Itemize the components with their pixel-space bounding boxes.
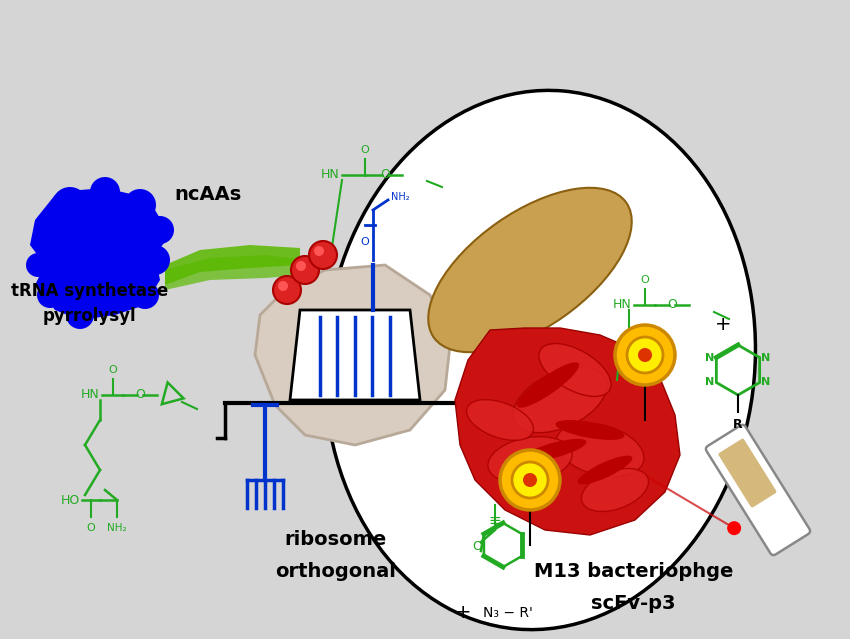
- Text: HN: HN: [321, 169, 340, 181]
- FancyBboxPatch shape: [706, 425, 810, 555]
- Ellipse shape: [428, 188, 632, 352]
- Circle shape: [314, 246, 324, 256]
- Circle shape: [296, 261, 306, 271]
- Ellipse shape: [578, 456, 632, 484]
- Circle shape: [146, 216, 174, 244]
- Circle shape: [638, 348, 652, 362]
- Circle shape: [131, 281, 159, 309]
- Text: ribosome: ribosome: [285, 530, 387, 550]
- Circle shape: [140, 245, 170, 275]
- Circle shape: [26, 253, 50, 277]
- Ellipse shape: [539, 344, 611, 396]
- Ellipse shape: [556, 420, 625, 440]
- Text: O: O: [667, 298, 677, 311]
- Text: O: O: [135, 389, 145, 401]
- Text: O: O: [109, 365, 117, 375]
- Text: O: O: [641, 275, 649, 285]
- Circle shape: [727, 521, 741, 535]
- Ellipse shape: [467, 399, 534, 440]
- Text: HO: HO: [60, 493, 80, 507]
- Text: O: O: [472, 541, 482, 553]
- Text: tRNA synthetase: tRNA synthetase: [10, 282, 167, 300]
- Ellipse shape: [513, 367, 607, 433]
- Polygon shape: [255, 265, 450, 445]
- PathPatch shape: [30, 188, 170, 320]
- Polygon shape: [165, 245, 300, 285]
- Text: ≡: ≡: [489, 512, 501, 528]
- Text: O: O: [87, 523, 95, 533]
- Text: NH₂: NH₂: [107, 523, 127, 533]
- Text: N: N: [762, 377, 771, 387]
- Text: R: R: [734, 418, 743, 431]
- Text: pyrrolysyl: pyrrolysyl: [42, 307, 136, 325]
- Circle shape: [615, 325, 675, 385]
- Text: N: N: [706, 353, 715, 363]
- Text: N₃ − R': N₃ − R': [483, 606, 533, 620]
- Circle shape: [291, 256, 319, 284]
- Text: N: N: [762, 353, 771, 363]
- Text: HN: HN: [82, 389, 100, 401]
- Circle shape: [523, 473, 537, 487]
- Ellipse shape: [524, 439, 586, 461]
- Circle shape: [278, 281, 288, 291]
- Text: ncAAs: ncAAs: [174, 185, 242, 204]
- Circle shape: [124, 189, 156, 221]
- Polygon shape: [455, 328, 680, 535]
- Circle shape: [35, 222, 61, 248]
- Circle shape: [66, 301, 94, 329]
- Ellipse shape: [488, 436, 572, 483]
- Circle shape: [627, 337, 663, 373]
- Polygon shape: [548, 235, 615, 302]
- Circle shape: [37, 282, 63, 308]
- Text: orthogonal: orthogonal: [275, 562, 396, 581]
- Circle shape: [273, 276, 301, 304]
- Ellipse shape: [517, 362, 579, 408]
- Circle shape: [90, 177, 120, 207]
- Polygon shape: [290, 310, 420, 400]
- Text: +: +: [455, 603, 471, 622]
- FancyBboxPatch shape: [718, 438, 776, 507]
- Text: +: +: [715, 316, 731, 334]
- Text: scFv-p3: scFv-p3: [591, 594, 676, 613]
- Circle shape: [500, 450, 560, 510]
- Ellipse shape: [325, 90, 756, 629]
- Text: M13 bacteriophge: M13 bacteriophge: [534, 562, 733, 581]
- Text: NH₂: NH₂: [391, 192, 410, 202]
- Ellipse shape: [581, 468, 649, 511]
- Polygon shape: [165, 255, 305, 290]
- Text: O: O: [360, 145, 370, 155]
- Circle shape: [52, 187, 88, 223]
- Polygon shape: [445, 245, 560, 300]
- Text: N: N: [706, 377, 715, 387]
- Ellipse shape: [556, 423, 644, 477]
- Text: O: O: [360, 237, 370, 247]
- Circle shape: [309, 241, 337, 269]
- Circle shape: [512, 462, 548, 498]
- Text: HN: HN: [613, 298, 632, 311]
- Text: O: O: [380, 169, 390, 181]
